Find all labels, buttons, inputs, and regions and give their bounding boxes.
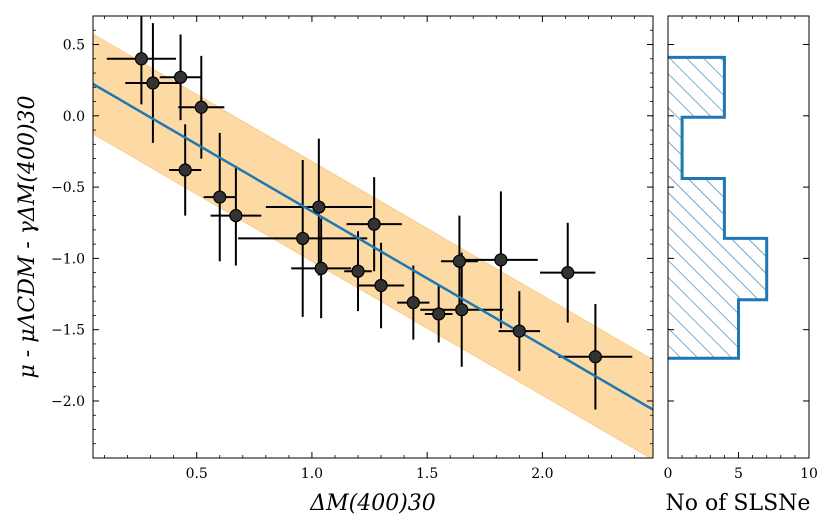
hist-bar-5 xyxy=(668,57,725,118)
main-plot-area xyxy=(93,16,653,458)
data-marker-12 xyxy=(367,217,381,231)
data-marker-17 xyxy=(455,303,469,317)
data-marker-13 xyxy=(374,278,388,293)
hist-bar-1 xyxy=(668,299,739,359)
hist-plot xyxy=(668,55,769,360)
y-tick-label: −1.5 xyxy=(51,323,85,339)
data-marker-3 xyxy=(173,70,188,84)
main-plot-frame xyxy=(92,15,654,459)
data-marker-7 xyxy=(229,209,243,223)
data-marker-14 xyxy=(406,295,420,310)
data-marker-16 xyxy=(452,254,467,268)
data-marker-5 xyxy=(178,163,192,177)
data-marker-21 xyxy=(588,350,602,364)
y-tick-label: 0.5 xyxy=(63,38,85,54)
hist-bar-4 xyxy=(668,117,683,179)
hist-x-axis-label: No of SLSNe xyxy=(666,491,811,516)
data-marker-6 xyxy=(213,190,227,204)
hist-bar-3 xyxy=(668,178,725,239)
hist-x-tick-label: 10 xyxy=(800,466,818,482)
x-tick-label: 2.0 xyxy=(531,466,553,482)
x-tick-label: 0.5 xyxy=(186,466,208,482)
data-marker-18 xyxy=(494,253,508,267)
data-marker-19 xyxy=(512,324,526,338)
data-marker-15 xyxy=(432,307,446,321)
hist-axes: 0 5 10 xyxy=(664,16,818,482)
y-tick-label: −2.0 xyxy=(51,394,85,410)
x-axis-label: ΔM(400)30 xyxy=(309,491,436,516)
y-tick-label: 0.0 xyxy=(63,109,85,125)
data-marker-10 xyxy=(314,261,328,275)
y-tick-label: −1.0 xyxy=(51,251,85,267)
data-marker-11 xyxy=(351,264,365,278)
main-plot xyxy=(93,16,653,458)
data-marker-20 xyxy=(561,266,575,280)
data-marker-4 xyxy=(194,100,208,114)
hist-bar-2 xyxy=(668,238,767,300)
x-tick-label: 1.5 xyxy=(416,466,438,482)
data-marker-1 xyxy=(134,52,148,66)
data-marker-8 xyxy=(296,231,310,246)
main-axes: 0.5 1.0 1.5 2.0 0.5 0.0 −0.5 −1.0 −1.5 −2.0 xyxy=(51,16,653,482)
hist-x-tick-label: 5 xyxy=(734,466,743,482)
hist-x-tick-label: 0 xyxy=(664,466,673,482)
y-axis-label: μ - μΛCDM - γΔM(400)30 xyxy=(15,95,40,378)
x-tick-label: 1.0 xyxy=(301,466,323,482)
hist-outline xyxy=(668,55,769,360)
data-marker-2 xyxy=(146,76,160,90)
y-tick-label: −0.5 xyxy=(51,180,85,196)
data-marker-9 xyxy=(312,200,326,214)
fit-line xyxy=(93,82,653,411)
